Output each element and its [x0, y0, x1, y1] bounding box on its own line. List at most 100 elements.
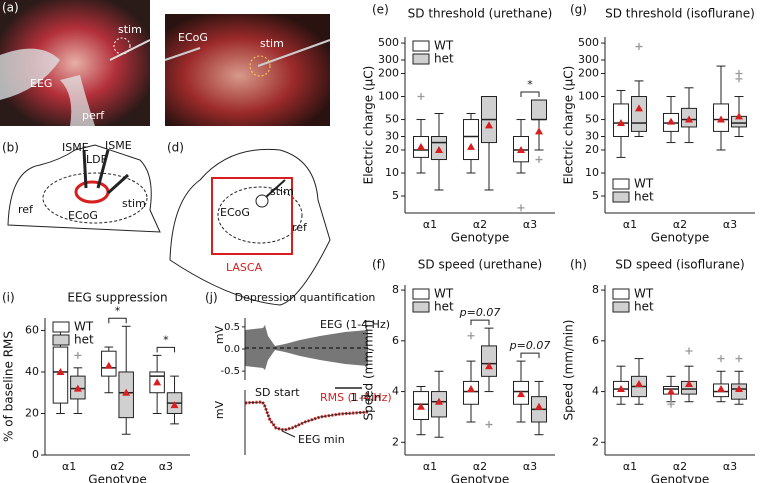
outlier: [685, 347, 693, 355]
rms-trace: [244, 400, 369, 432]
y-tick-label: 4: [592, 385, 599, 398]
outlier: [417, 93, 425, 101]
legend-label: WT: [634, 287, 654, 301]
y-tick-label: 20: [385, 143, 399, 156]
y-tick-label: 2: [592, 435, 599, 448]
significance-bracket: [156, 346, 176, 353]
outlier: [467, 332, 475, 340]
outlier: [635, 43, 643, 51]
y-tick-label: 0: [32, 448, 39, 461]
mean-marker: [617, 385, 625, 393]
panel-label: (g): [570, 3, 587, 17]
legend-label: het: [434, 52, 454, 66]
mean-marker: [417, 142, 425, 150]
mean-marker: [635, 104, 643, 112]
y-tick-label: 300: [578, 53, 599, 66]
y-tick-label: 300: [378, 53, 399, 66]
chart-title: SD speed (isoflurane): [615, 258, 744, 272]
photo-label: ECoG: [178, 31, 208, 44]
y-tick-label: 500: [378, 36, 399, 49]
legend-swatch: [412, 40, 430, 52]
legend-swatch: [52, 321, 70, 333]
mean-marker: [617, 119, 625, 127]
y-tick-label: 60: [25, 323, 39, 336]
diagram-label: ECoG: [68, 209, 98, 222]
chart-title: SD threshold (urethane): [408, 7, 553, 21]
electrode: [265, 179, 286, 198]
panel-label: (d): [167, 141, 184, 155]
annotation: *: [163, 333, 169, 346]
box: [531, 99, 547, 121]
x-tick-label: α1: [62, 460, 76, 473]
y-tick-label: -0.5: [220, 366, 240, 377]
mean-marker: [667, 387, 675, 395]
mean-marker: [56, 367, 65, 375]
chart-title: EEG suppression: [67, 291, 167, 305]
lasca-field: [211, 177, 293, 255]
outlier: [735, 355, 743, 363]
diagram-label: ISME: [105, 139, 132, 152]
y-axis-label: Electric charge (μC): [362, 66, 376, 185]
mean-marker: [485, 121, 493, 129]
box: [52, 346, 69, 404]
trace-label: EEG min: [298, 433, 345, 446]
legend-swatch: [612, 191, 630, 203]
mean-marker: [717, 385, 725, 393]
mean-marker: [435, 397, 443, 405]
trace-label: SD start: [255, 386, 300, 399]
legend-label: het: [434, 300, 454, 314]
y-tick-label: 8: [592, 283, 599, 296]
legend-label: WT: [634, 177, 654, 191]
x-tick-label: α2: [110, 460, 124, 473]
box: [463, 119, 479, 161]
panel-label: (c): [167, 1, 183, 15]
x-tick-label: α2: [673, 218, 687, 231]
outlier: [74, 351, 82, 359]
diagram-label: stim: [122, 197, 146, 210]
diagram-label: LASCA: [226, 261, 263, 274]
chart-title: SD speed (urethane): [418, 258, 542, 272]
y-tick-label: 5: [592, 189, 599, 202]
rms-fit: [244, 401, 369, 431]
outlier: [485, 421, 493, 429]
annotation: p=0.07: [459, 306, 501, 319]
y-tick-label: 0.5: [224, 322, 240, 333]
window-outline: [42, 172, 148, 224]
electrode: [109, 39, 151, 61]
y-tick-label: 10: [385, 166, 399, 179]
mean-marker: [417, 402, 425, 410]
y-tick-label: 6: [392, 334, 399, 347]
outlier: [517, 204, 525, 212]
legend-label: WT: [74, 320, 94, 334]
mean-marker: [467, 142, 475, 150]
chart-title: SD threshold (isoflurane): [605, 7, 755, 21]
y-tick-label: 100: [578, 90, 599, 103]
mean-marker: [485, 362, 493, 370]
mean-marker: [535, 402, 543, 410]
significance-bracket: [520, 91, 540, 98]
y-tick-label: 10: [585, 166, 599, 179]
legend-swatch: [612, 301, 630, 313]
diagram-label: ref: [292, 221, 308, 234]
mean-marker: [73, 384, 82, 392]
x-tick-label: α2: [673, 460, 687, 473]
electrode: [106, 173, 130, 195]
trace-label: RMS (1-4 Hz): [320, 391, 392, 404]
legend-swatch: [612, 178, 630, 190]
outlier: [535, 156, 543, 164]
legend-label: het: [74, 333, 94, 347]
y-tick-label: 5: [392, 189, 399, 202]
significance-bracket: [470, 319, 490, 326]
diagram-label: ECoG: [220, 206, 250, 219]
legend-label: WT: [434, 39, 454, 53]
x-tick-label: α3: [523, 218, 537, 231]
legend-swatch: [412, 288, 430, 300]
electrode: [82, 149, 88, 189]
x-axis-label: Genotype: [451, 231, 509, 245]
x-axis-label: Genotype: [651, 231, 709, 245]
box: [463, 380, 479, 405]
significance-bracket: [108, 317, 127, 324]
photo-label: perf: [82, 109, 105, 122]
x-tick-label: α3: [159, 460, 173, 473]
y-tick-label: 40: [25, 365, 39, 378]
